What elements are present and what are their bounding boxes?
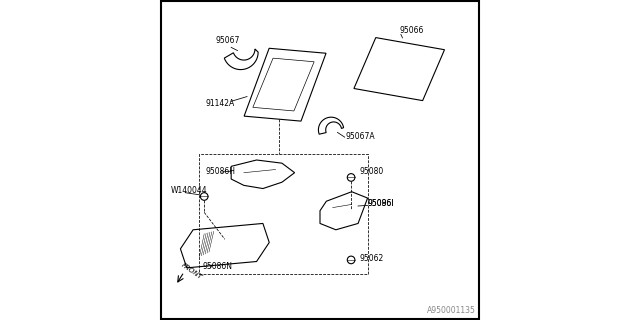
Text: W140044: W140044 [171, 186, 207, 195]
Polygon shape [320, 192, 367, 230]
Text: 95066: 95066 [399, 26, 424, 35]
Polygon shape [319, 117, 344, 134]
Circle shape [348, 256, 355, 264]
Text: 95086N: 95086N [203, 262, 232, 271]
Circle shape [200, 193, 208, 200]
Text: 95062: 95062 [360, 254, 384, 263]
Text: 95096I: 95096I [367, 199, 394, 208]
Text: 95067A: 95067A [346, 132, 375, 141]
Polygon shape [224, 49, 258, 69]
Text: 95086H: 95086H [206, 167, 236, 176]
Text: 91142A: 91142A [206, 99, 235, 108]
Polygon shape [231, 160, 294, 188]
Polygon shape [253, 58, 314, 111]
Text: 95067: 95067 [215, 36, 240, 44]
Polygon shape [180, 223, 269, 268]
Text: FRONT: FRONT [180, 262, 203, 281]
Polygon shape [354, 37, 445, 100]
Text: 95080: 95080 [360, 167, 384, 176]
Polygon shape [244, 48, 326, 121]
Text: 95086I: 95086I [367, 199, 394, 208]
Text: A950001135: A950001135 [427, 307, 476, 316]
Circle shape [348, 174, 355, 181]
